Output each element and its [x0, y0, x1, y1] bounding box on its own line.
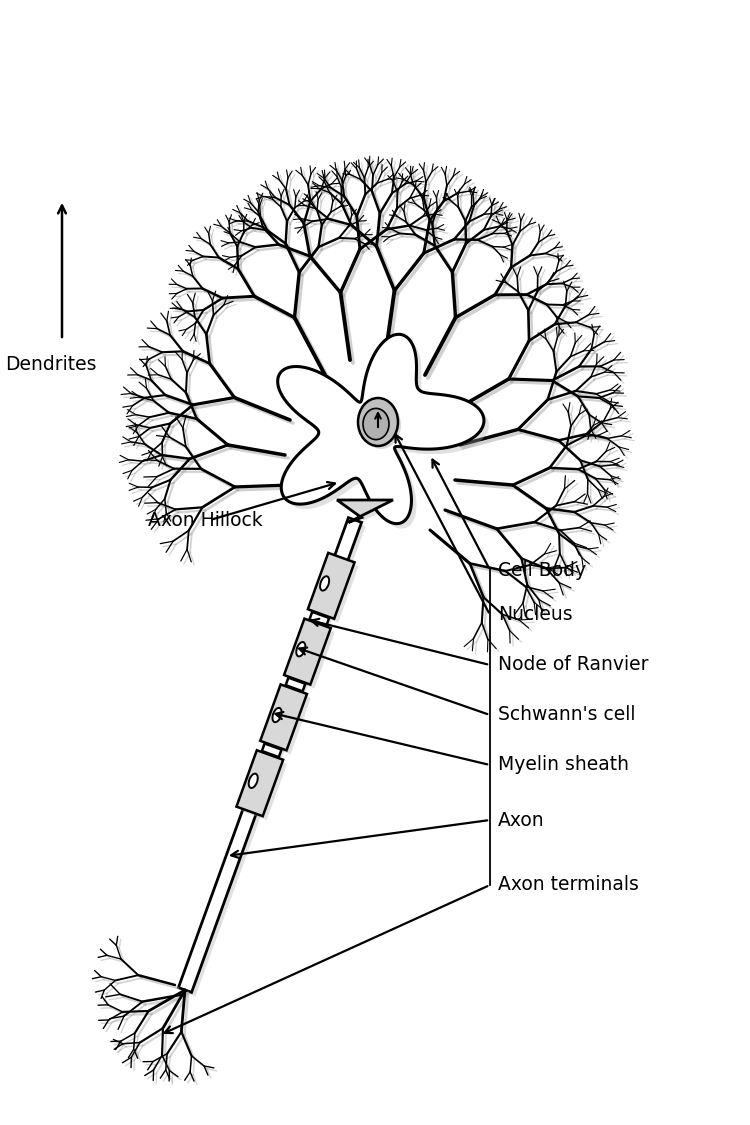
Text: Cell Body: Cell Body	[498, 560, 586, 579]
Ellipse shape	[249, 774, 258, 787]
Polygon shape	[236, 750, 284, 816]
Polygon shape	[283, 340, 489, 529]
Ellipse shape	[272, 708, 281, 722]
Polygon shape	[341, 504, 397, 526]
Polygon shape	[182, 522, 365, 997]
Text: Node of Ranvier: Node of Ranvier	[498, 656, 649, 675]
Ellipse shape	[320, 576, 329, 591]
Text: Nucleus: Nucleus	[498, 605, 573, 624]
Polygon shape	[310, 612, 329, 626]
Polygon shape	[278, 334, 484, 523]
Polygon shape	[337, 500, 393, 522]
Ellipse shape	[363, 408, 389, 440]
Text: Axon: Axon	[498, 810, 544, 829]
Polygon shape	[286, 677, 305, 692]
Ellipse shape	[358, 398, 398, 446]
Polygon shape	[284, 619, 331, 684]
Polygon shape	[308, 552, 355, 619]
Polygon shape	[312, 557, 358, 623]
Text: Axon Hillock: Axon Hillock	[148, 511, 262, 530]
Polygon shape	[278, 334, 484, 523]
Polygon shape	[264, 688, 311, 755]
Polygon shape	[288, 622, 334, 688]
Ellipse shape	[361, 400, 401, 449]
Polygon shape	[241, 754, 287, 820]
Text: Schwann's cell: Schwann's cell	[498, 705, 635, 724]
Polygon shape	[260, 684, 307, 750]
Polygon shape	[178, 518, 362, 992]
Text: Dendrites: Dendrites	[5, 356, 97, 375]
Text: Axon terminals: Axon terminals	[498, 875, 639, 894]
Polygon shape	[262, 744, 281, 757]
Ellipse shape	[296, 642, 305, 656]
Text: Myelin sheath: Myelin sheath	[498, 756, 629, 774]
